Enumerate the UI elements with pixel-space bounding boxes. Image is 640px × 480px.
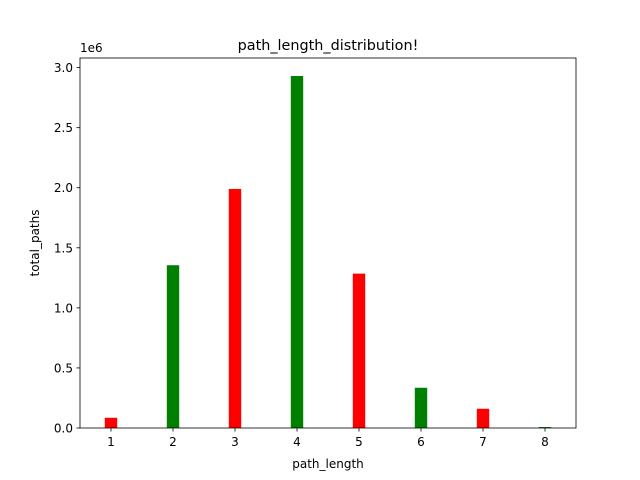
bar-7 <box>476 408 490 428</box>
bar-8 <box>538 427 552 428</box>
y-axis-offset-label: 1e6 <box>80 41 103 55</box>
x-tick-label: 2 <box>169 435 177 449</box>
chart-title: path_length_distribution! <box>238 38 419 54</box>
x-tick-label: 5 <box>355 435 363 449</box>
plot-frame <box>79 57 577 429</box>
x-tick-label: 7 <box>479 435 487 449</box>
bar-6 <box>414 387 428 428</box>
y-tick-label: 0.5 <box>54 361 73 375</box>
x-tick-label: 8 <box>541 435 549 449</box>
x-tick-label: 3 <box>231 435 239 449</box>
y-tick-label: 1.0 <box>54 301 73 315</box>
x-tick-label: 6 <box>417 435 425 449</box>
x-axis-label: path_length <box>292 457 364 471</box>
y-tick-label: 1.5 <box>54 241 73 255</box>
plot-area <box>80 58 576 428</box>
bar-1 <box>104 417 118 428</box>
bar-4 <box>290 76 304 429</box>
x-tick-label: 1 <box>107 435 115 449</box>
y-axis-ticks: 0.0 0.5 1.0 1.5 2.0 2.5 3.0 <box>54 61 80 436</box>
y-tick-label: 2.0 <box>54 181 73 195</box>
bar-2 <box>166 265 180 428</box>
bars-group <box>104 76 552 429</box>
y-tick-label: 0.0 <box>54 422 73 436</box>
y-axis-label: total_paths <box>28 210 42 277</box>
y-tick-label: 2.5 <box>54 121 73 135</box>
x-axis-ticks: 1 2 3 4 5 6 7 8 <box>107 428 549 449</box>
bar-3 <box>228 188 242 428</box>
bar-5 <box>352 273 366 428</box>
y-tick-label: 3.0 <box>54 61 73 75</box>
x-tick-label: 4 <box>293 435 301 449</box>
